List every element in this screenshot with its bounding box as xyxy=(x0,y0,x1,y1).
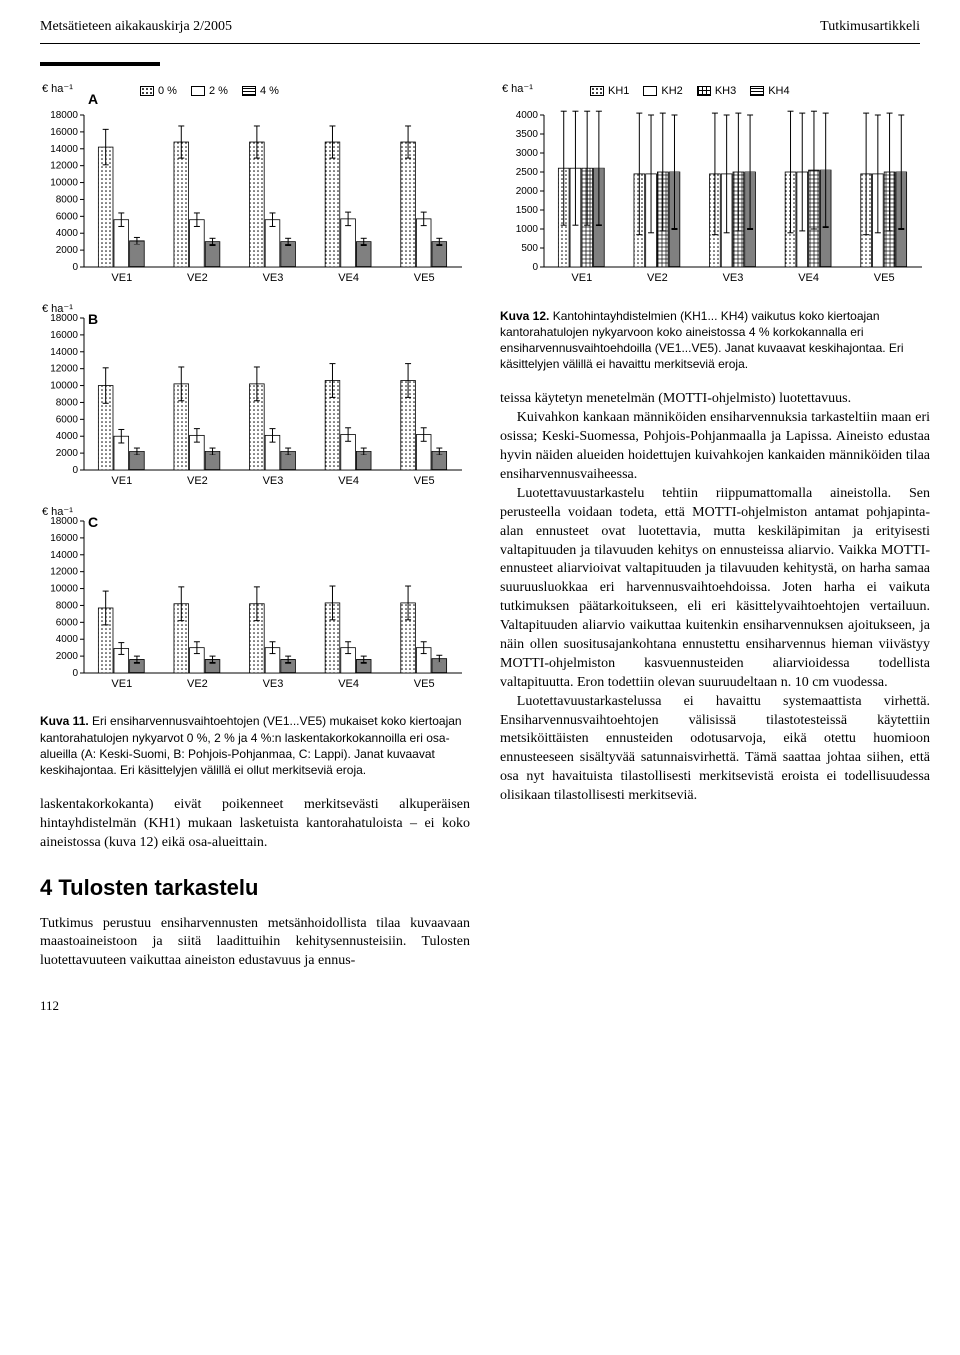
svg-text:VE4: VE4 xyxy=(338,678,359,690)
svg-text:0: 0 xyxy=(72,668,78,679)
svg-text:10000: 10000 xyxy=(50,380,78,391)
swatch-kh1 xyxy=(590,86,604,96)
svg-text:4000: 4000 xyxy=(56,228,79,239)
svg-text:10000: 10000 xyxy=(50,177,78,188)
figure-11-caption: Kuva 11. Eri ensiharvennusvaihtoehtojen … xyxy=(40,713,470,778)
header-right: Tutkimusartikkeli xyxy=(820,18,920,37)
svg-text:VE5: VE5 xyxy=(414,475,435,487)
svg-text:2500: 2500 xyxy=(516,167,539,178)
chart-a-svg: 0 2000 4000 6000 8000 10000 12000 14000 16000 180… xyxy=(40,101,470,291)
svg-text:VE1: VE1 xyxy=(111,678,132,690)
swatch-0pct xyxy=(140,86,154,96)
figure-12-caption: Kuva 12. Kantohintayhdistelmien (KH1... … xyxy=(500,308,930,373)
chart-b-y-unit: € ha⁻¹ xyxy=(42,302,73,317)
header-accent-bar xyxy=(40,62,160,66)
svg-text:VE5: VE5 xyxy=(414,272,435,284)
svg-text:8000: 8000 xyxy=(56,600,79,611)
svg-text:0: 0 xyxy=(72,465,78,476)
svg-text:3500: 3500 xyxy=(516,129,539,140)
svg-text:VE5: VE5 xyxy=(414,678,435,690)
svg-text:VE1: VE1 xyxy=(571,272,592,284)
svg-text:4000: 4000 xyxy=(516,110,539,121)
svg-text:14000: 14000 xyxy=(50,549,78,560)
chart-kh: KH1 KH2 KH3 KH4 € ha⁻¹ 0 500 1000 1500 2000 2… xyxy=(500,84,930,298)
chart-c-panel-label: C xyxy=(88,513,98,532)
chart-kh-svg: 0 500 1000 1500 2000 2500 3000 3500 4000 VE1 VE2 VE… xyxy=(500,101,930,291)
svg-text:18000: 18000 xyxy=(50,110,78,121)
swatch-4pct xyxy=(242,86,256,96)
page-header: Metsätieteen aikakauskirja 2/2005 Tutkim… xyxy=(40,18,920,37)
chart-c: € ha⁻¹ C 0 2000 4000 6000 8000 10000 12000 1400… xyxy=(40,507,470,704)
right-p4: Luotettavuustarkastelussa ei havaittu sy… xyxy=(500,693,930,806)
svg-text:VE4: VE4 xyxy=(338,272,359,284)
svg-text:VE2: VE2 xyxy=(187,272,208,284)
svg-text:VE3: VE3 xyxy=(263,272,284,284)
header-left: Metsätieteen aikakauskirja 2/2005 xyxy=(40,18,232,37)
svg-text:500: 500 xyxy=(521,243,538,254)
chart-c-y-unit: € ha⁻¹ xyxy=(42,505,73,520)
svg-text:12000: 12000 xyxy=(50,363,78,374)
svg-text:VE5: VE5 xyxy=(874,272,895,284)
svg-text:VE2: VE2 xyxy=(187,475,208,487)
chart-a-legend: 0 % 2 % 4 % xyxy=(40,84,470,99)
svg-text:VE3: VE3 xyxy=(723,272,744,284)
svg-text:2000: 2000 xyxy=(56,245,79,256)
svg-text:10000: 10000 xyxy=(50,583,78,594)
svg-text:16000: 16000 xyxy=(50,532,78,543)
svg-text:VE2: VE2 xyxy=(647,272,668,284)
chart-b-svg: 0200040006000800010000120001400016000180… xyxy=(40,304,470,494)
chart-a: 0 % 2 % 4 % € ha⁻¹ A 0 2000 4000 6000 8000 10… xyxy=(40,84,470,298)
svg-text:14000: 14000 xyxy=(50,346,78,357)
swatch-kh2 xyxy=(643,86,657,96)
svg-text:2000: 2000 xyxy=(56,448,79,459)
svg-text:VE1: VE1 xyxy=(111,272,132,284)
svg-text:14000: 14000 xyxy=(50,144,78,155)
svg-text:VE3: VE3 xyxy=(263,678,284,690)
swatch-kh4 xyxy=(750,86,764,96)
svg-text:4000: 4000 xyxy=(56,634,79,645)
chart-a-panel-label: A xyxy=(88,90,98,109)
svg-text:VE1: VE1 xyxy=(111,475,132,487)
chart-b-panel-label: B xyxy=(88,310,98,329)
svg-text:3000: 3000 xyxy=(516,148,539,159)
chart-kh-legend: KH1 KH2 KH3 KH4 xyxy=(500,84,930,99)
svg-text:VE2: VE2 xyxy=(187,678,208,690)
svg-text:0: 0 xyxy=(72,262,78,273)
svg-text:2000: 2000 xyxy=(516,186,539,197)
svg-text:VE4: VE4 xyxy=(798,272,819,284)
svg-text:4000: 4000 xyxy=(56,431,79,442)
svg-text:8000: 8000 xyxy=(56,397,79,408)
svg-text:12000: 12000 xyxy=(50,160,78,171)
page-number: 112 xyxy=(40,997,470,1015)
chart-b: € ha⁻¹ B 0 2000 4000 6000 8000 10000 12000 1400… xyxy=(40,304,470,501)
svg-text:6000: 6000 xyxy=(56,617,79,628)
header-rule xyxy=(40,43,920,44)
chart-a-y-unit: € ha⁻¹ xyxy=(42,82,73,97)
left-p2: Tutkimus perustuu ensiharvennusten metsä… xyxy=(40,915,470,972)
svg-text:1000: 1000 xyxy=(516,224,539,235)
svg-text:16000: 16000 xyxy=(50,330,78,341)
chart-c-svg: 0200040006000800010000120001400016000180… xyxy=(40,507,470,697)
right-p1: teissa käytetyn menetelmän (MOTTI-ohjelm… xyxy=(500,390,930,409)
svg-text:VE4: VE4 xyxy=(338,475,359,487)
right-body: teissa käytetyn menetelmän (MOTTI-ohjelm… xyxy=(500,390,930,806)
svg-text:VE3: VE3 xyxy=(263,475,284,487)
svg-text:2000: 2000 xyxy=(56,651,79,662)
swatch-kh3 xyxy=(697,86,711,96)
svg-text:12000: 12000 xyxy=(50,566,78,577)
svg-text:16000: 16000 xyxy=(50,127,78,138)
svg-text:1500: 1500 xyxy=(516,205,539,216)
right-p2: Kuivahkon kankaan männiköiden ensiharven… xyxy=(500,409,930,485)
left-p1: laskentakorkokanta) eivät poikenneet mer… xyxy=(40,796,470,853)
svg-text:8000: 8000 xyxy=(56,194,79,205)
section-heading: 4 Tulosten tarkastelu xyxy=(40,873,470,903)
left-body: laskentakorkokanta) eivät poikenneet mer… xyxy=(40,796,470,971)
swatch-2pct xyxy=(191,86,205,96)
svg-text:6000: 6000 xyxy=(56,414,79,425)
right-p3: Luotettavuustarkastelu tehtiin riippumat… xyxy=(500,485,930,693)
chart-kh-y-unit: € ha⁻¹ xyxy=(502,82,533,97)
svg-text:6000: 6000 xyxy=(56,211,79,222)
svg-text:0: 0 xyxy=(532,262,538,273)
